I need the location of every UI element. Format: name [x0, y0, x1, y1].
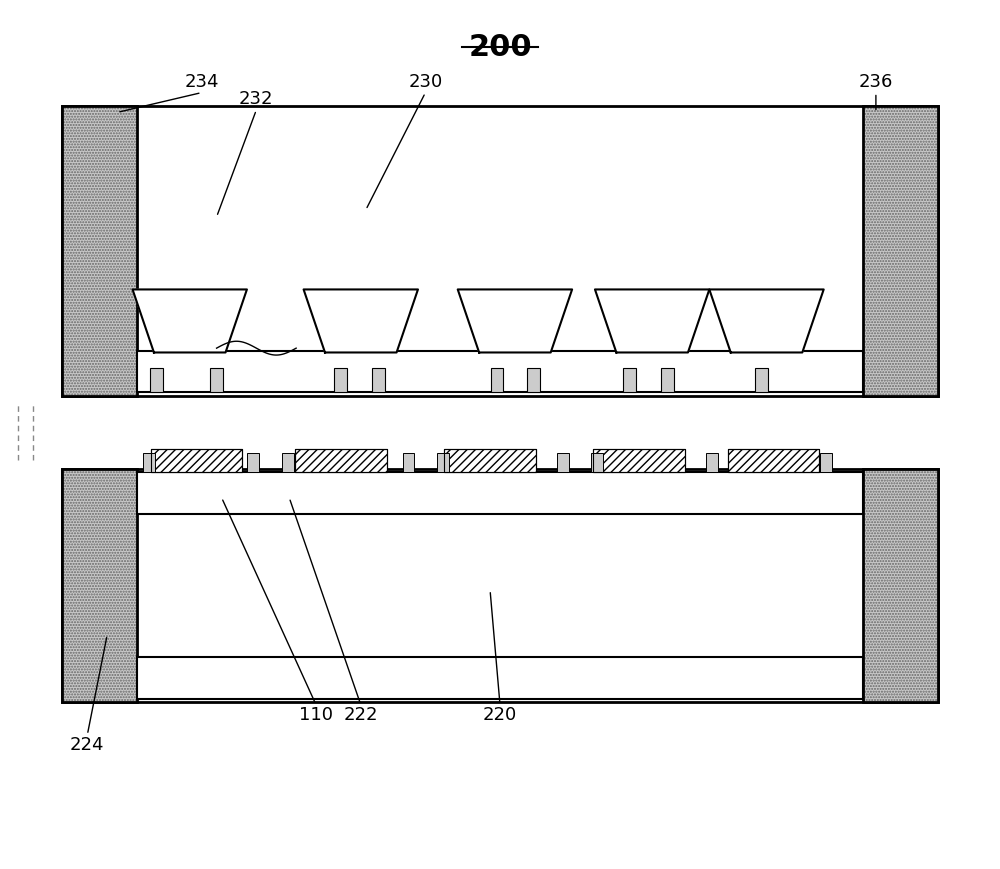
Bar	[62, 106, 938, 395]
Bar	[728, 449, 819, 473]
Bar	[661, 368, 674, 392]
Bar	[151, 449, 242, 473]
Bar	[62, 469, 137, 702]
Bar	[491, 368, 503, 392]
Bar	[591, 453, 603, 473]
Bar	[372, 368, 385, 392]
Bar	[137, 351, 863, 392]
Text: 236: 236	[859, 73, 893, 91]
Bar	[210, 368, 223, 392]
Bar	[863, 106, 938, 395]
Bar	[151, 449, 242, 473]
Bar	[150, 368, 163, 392]
Bar	[143, 453, 155, 473]
Polygon shape	[709, 289, 824, 353]
Bar	[863, 106, 938, 395]
Bar	[527, 368, 540, 392]
Polygon shape	[595, 289, 709, 353]
Bar	[728, 449, 819, 473]
Bar	[557, 453, 569, 473]
Bar	[593, 449, 685, 473]
Text: 110: 110	[299, 706, 333, 724]
Bar	[593, 449, 685, 473]
Bar	[444, 449, 536, 473]
Text: 200: 200	[468, 33, 532, 62]
Bar	[247, 453, 259, 473]
Bar	[820, 453, 832, 473]
Bar	[62, 106, 137, 395]
Bar	[282, 453, 294, 473]
Bar	[62, 469, 938, 702]
Bar	[863, 469, 938, 702]
Bar	[706, 453, 718, 473]
Bar	[863, 469, 938, 702]
Bar	[137, 657, 863, 699]
Bar	[62, 469, 137, 702]
Bar	[295, 449, 387, 473]
Polygon shape	[133, 289, 247, 353]
Bar	[444, 449, 536, 473]
Text: 222: 222	[344, 706, 378, 724]
Bar	[334, 368, 347, 392]
Bar	[62, 106, 137, 395]
Bar	[403, 453, 414, 473]
Bar	[623, 368, 636, 392]
Text: 232: 232	[239, 90, 274, 109]
Text: 230: 230	[408, 73, 443, 91]
Polygon shape	[304, 289, 418, 353]
Bar	[437, 453, 449, 473]
Bar	[755, 368, 768, 392]
Text: 220: 220	[483, 706, 517, 724]
Text: 224: 224	[70, 736, 105, 754]
Polygon shape	[458, 289, 572, 353]
Bar	[137, 473, 863, 514]
Text: 234: 234	[184, 73, 219, 91]
Bar	[295, 449, 387, 473]
